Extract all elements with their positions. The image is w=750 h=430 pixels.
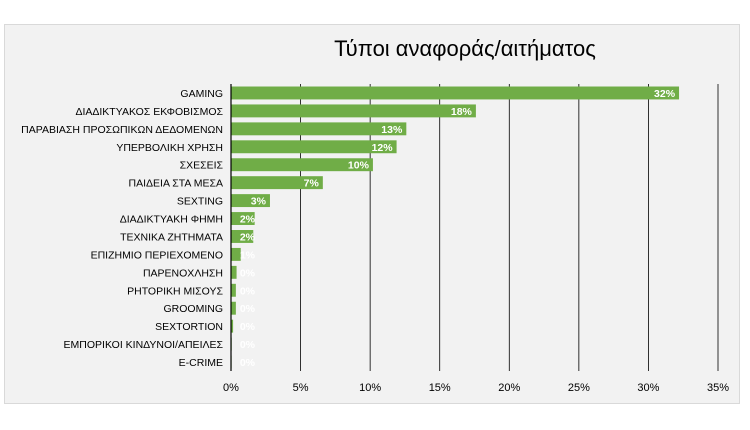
category-label: ΤΕΧΝΙΚΑ ΖΗΤΗΜΑΤΑ	[120, 231, 223, 243]
bar	[231, 212, 255, 225]
bar	[231, 265, 237, 279]
bar	[231, 301, 236, 315]
category-label: ΠΑΡΕΝΟΧΛΗΣΗ	[143, 267, 223, 279]
bar	[231, 176, 323, 190]
x-tick-label: 15%	[429, 382, 451, 394]
bar	[231, 158, 373, 172]
category-label: ΡΗΤΟΡΙΚΗ ΜΙΣΟΥΣ	[127, 285, 223, 297]
x-tick-label: 0%	[223, 382, 239, 394]
category-label: GROOMING	[164, 303, 224, 315]
data-label: 0%	[240, 321, 256, 333]
data-label: 32%	[654, 88, 676, 100]
data-label: 0%	[240, 339, 256, 351]
data-label: 1%	[240, 249, 256, 261]
category-label: ΔΙΑΔΙΚΤΥΑΚΗ ΦΗΜΗ	[120, 214, 223, 226]
x-tick-label: 5%	[293, 382, 309, 394]
category-label: E-CRIME	[179, 357, 223, 369]
category-label: ΥΠΕΡΒΟΛΙΚΗ ΧΡΗΣΗ	[116, 142, 223, 154]
bar	[231, 140, 397, 154]
bar	[231, 230, 254, 243]
bar	[231, 122, 407, 136]
data-label: 2%	[240, 214, 256, 226]
bar	[231, 319, 234, 333]
category-label: ΠΑΡΑΒΙΑΣΗ ΠΡΟΣΩΠΙΚΩΝ ΔΕΔΟΜΕΝΩΝ	[21, 124, 223, 136]
data-label: 10%	[348, 160, 370, 172]
category-label: ΠΑΙΔΕΙΑ ΣΤΑ ΜΕΣΑ	[129, 178, 224, 190]
bar	[231, 194, 270, 208]
chart-title: Τύποι αναφοράς/αιτήματος	[334, 36, 596, 61]
data-label: 2%	[240, 231, 256, 243]
bar	[231, 104, 476, 118]
data-label: 0%	[240, 357, 256, 369]
data-label: 0%	[240, 303, 256, 315]
data-label: 3%	[251, 196, 267, 208]
category-label: ΕΜΠΟΡΙΚΟΙ ΚΙΝΔΥΝΟΙ/ΑΠΕΙΛΕΣ	[64, 339, 224, 351]
bar	[231, 283, 236, 297]
category-label: ΣΧΕΣΕΙΣ	[180, 160, 224, 172]
data-label: 12%	[372, 142, 394, 154]
data-label: 13%	[381, 124, 403, 136]
data-label: 0%	[240, 285, 256, 297]
category-label: SEXTING	[177, 196, 223, 208]
category-label: ΔΙΑΔΙΚΤΥΑΚΟΣ ΕΚΦΟΒΙΣΜΟΣ	[75, 106, 223, 118]
x-tick-label: 20%	[498, 382, 520, 394]
x-tick-label: 35%	[707, 382, 729, 394]
data-label: 7%	[304, 178, 320, 190]
category-label: GAMING	[180, 88, 223, 100]
data-label: 18%	[451, 106, 473, 118]
x-tick-label: 30%	[637, 382, 659, 394]
x-tick-label: 10%	[359, 382, 381, 394]
bar	[231, 247, 241, 261]
category-label: ΕΠΙΖΗΜΙΟ ΠΕΡΙΕΧΟΜΕΝΟ	[91, 249, 223, 261]
bar	[231, 86, 680, 100]
data-label: 0%	[240, 267, 256, 279]
x-tick-label: 25%	[568, 382, 590, 394]
category-label: SEXTORTION	[155, 321, 223, 333]
